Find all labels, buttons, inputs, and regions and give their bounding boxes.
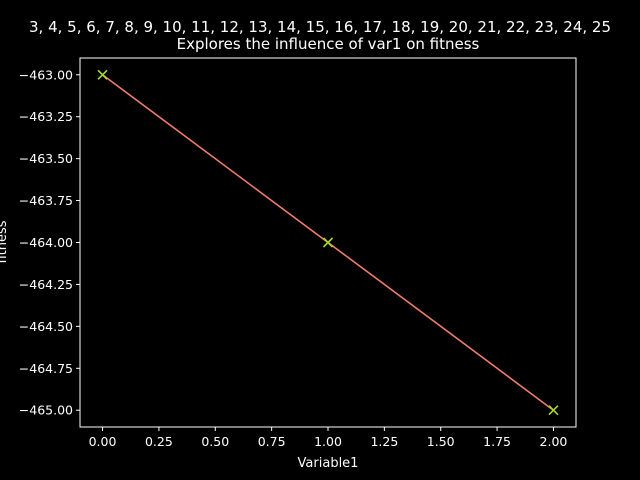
data-point-marker — [322, 237, 334, 248]
x-tick-label: 1.00 — [314, 434, 342, 449]
y-axis-ticks: −463.00 −463.25 −463.50 −463.75 −464.00 −464.… — [19, 67, 80, 418]
x-axis-ticks: 0.00 0.25 0.50 0.75 1.00 1.25 1.50 1.75 2.00 — [89, 427, 568, 449]
x-tick-label: 0.50 — [201, 434, 229, 449]
y-tick-label: −463.50 — [19, 151, 73, 166]
x-axis-label: Variable1 — [298, 456, 359, 471]
chart-title-line2: Explores the influence of var1 on fitnes… — [177, 35, 480, 53]
x-tick-label: 1.25 — [370, 434, 398, 449]
y-tick-label: −464.75 — [19, 361, 73, 376]
x-tick-label: 0.00 — [89, 434, 117, 449]
x-tick-label: 2.00 — [540, 434, 568, 449]
chart-title-line1: 3, 4, 5, 6, 7, 8, 9, 10, 11, 12, 13, 14,… — [29, 18, 611, 36]
x-tick-label: 1.50 — [427, 434, 455, 449]
y-tick-label: −463.25 — [19, 109, 73, 124]
data-point-marker — [548, 405, 559, 416]
y-tick-label: −463.75 — [19, 193, 73, 208]
data-point-marker — [97, 69, 108, 80]
x-tick-label: 0.25 — [145, 434, 173, 449]
y-tick-label: −465.00 — [19, 403, 73, 418]
y-axis-label: fitness — [0, 220, 10, 263]
data-markers — [97, 69, 559, 416]
y-tick-label: −464.00 — [19, 235, 73, 250]
x-tick-label: 0.75 — [258, 434, 286, 449]
y-tick-label: −464.50 — [19, 319, 73, 334]
y-tick-label: −463.00 — [19, 67, 73, 82]
y-tick-label: −464.25 — [19, 277, 73, 292]
x-tick-label: 1.75 — [483, 434, 511, 449]
